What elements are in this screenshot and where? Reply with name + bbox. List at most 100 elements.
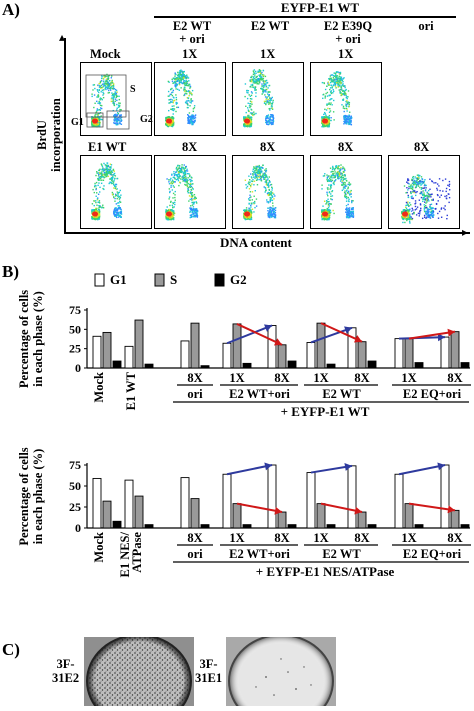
top-bar-s-1 xyxy=(134,319,144,369)
bottom-g1-arrow-2-head xyxy=(437,462,445,471)
bottom-bar-s-0 xyxy=(102,500,112,529)
top-g1-arrow-2 xyxy=(398,336,446,340)
top-bar-g1-5 xyxy=(306,342,316,369)
top-bar-g1-7 xyxy=(394,338,404,369)
bottom-group-2-count-8x: 8X xyxy=(447,531,462,545)
col-header-4: ori xyxy=(418,19,434,33)
legend-swatch-g1 xyxy=(94,273,105,287)
panel-a-letter: A) xyxy=(2,0,20,19)
top-bar-g2-0 xyxy=(112,360,122,369)
top-bar-s-0 xyxy=(102,331,112,369)
bottom-tick-label-50: 50 xyxy=(69,479,81,493)
bottom-s-arrow-1-head xyxy=(354,506,362,515)
bottom-group-2-count-1x: 1X xyxy=(401,531,416,545)
bottom-g1-arrow-1-head xyxy=(344,463,352,471)
bottom-bar-g2-7 xyxy=(414,524,424,529)
col-header-1: E2 WT + ori xyxy=(172,19,212,46)
top-s-arrow-1-head xyxy=(353,335,362,343)
top-s-arrow-1 xyxy=(320,322,363,343)
flow-x-axis-line xyxy=(64,232,470,234)
bottom-s-arrow-0-head xyxy=(274,506,282,515)
bottom-y-title-line-2: in each phase (%) xyxy=(31,449,45,545)
bottom-bar-g1-0 xyxy=(92,477,102,529)
bottom-bar-g2-0 xyxy=(112,520,122,529)
bottom-g1-arrow-0 xyxy=(226,464,273,476)
bottom-bar-g2-6 xyxy=(367,524,377,529)
top-bar-g2-8 xyxy=(460,362,470,369)
top-group-1-count-1x: 1X xyxy=(313,371,328,385)
bottom-group-0-label: E2 WT+ori xyxy=(229,547,290,561)
flow-y-axis-label: BrdU incorporation xyxy=(35,98,63,172)
bottom-bar-s-2 xyxy=(190,498,200,529)
flow-plot-r1c3 xyxy=(310,62,382,136)
legend-label-s: S xyxy=(170,272,177,287)
top-tick-label-50: 50 xyxy=(69,322,81,336)
bottom-footer: + EYFP-E1 NES/ATPase xyxy=(256,564,395,579)
top-group-0-count-1x: 1X xyxy=(229,371,244,385)
top-s-arrow-0 xyxy=(236,323,283,346)
dish-label-left: 3F- 31E2 xyxy=(52,657,80,685)
bottom-group-1-label: E2 WT xyxy=(322,547,361,561)
top-bar-g2-1 xyxy=(144,363,154,369)
top-bar-s-8 xyxy=(450,331,460,369)
bottom-bar-g1-6 xyxy=(347,465,357,529)
col-header-3: E2 E39Q + ori xyxy=(323,19,373,46)
flow-plot-r2c1 xyxy=(154,155,226,229)
top-bar-g2-6 xyxy=(367,360,377,369)
flow-plot-r2c2 xyxy=(232,155,304,229)
legend-swatch-g2 xyxy=(214,273,225,287)
top-bar-g2-7 xyxy=(414,362,424,369)
legend-swatch-s xyxy=(154,273,165,287)
bottom-bar-s-4 xyxy=(277,511,287,529)
flow-x-axis-label: DNA content xyxy=(220,235,292,250)
bottom-bar-s-5 xyxy=(316,503,326,529)
top-bar-s-6 xyxy=(357,341,367,369)
bottom-g1-arrow-0-head xyxy=(264,462,272,471)
top-y-title-line-1: Percentage of cells xyxy=(17,290,31,388)
group-header-line xyxy=(154,16,456,18)
bottom-single-label-1-0: E1 NES/ xyxy=(118,531,132,577)
top-bar-g1-0 xyxy=(92,335,102,369)
top-g1-arrow-0-head xyxy=(264,324,272,332)
bottom-bar-g2-2 xyxy=(200,524,210,529)
legend-label-g2: G2 xyxy=(230,272,247,287)
top-bar-g2-2 xyxy=(200,365,210,369)
bottom-bar-g1-3 xyxy=(222,473,232,529)
dish-label-right: 3F- 31E1 xyxy=(195,657,223,685)
bottom-bar-g2-1 xyxy=(144,524,154,529)
top-group-2-count-1x: 1X xyxy=(401,371,416,385)
row1-label-3: 1X xyxy=(338,47,354,61)
flow-plot-mock xyxy=(80,62,152,136)
bottom-single-label-0-0: Mock xyxy=(92,532,106,563)
top-group-1-label: E2 WT xyxy=(322,387,361,401)
bottom-bar-s-6 xyxy=(357,511,367,529)
petri-dish-left xyxy=(84,634,194,711)
bottom-bar-g2-3 xyxy=(242,524,252,529)
flow-plot-e1wt xyxy=(80,155,152,229)
bottom-s-arrow-2 xyxy=(408,502,456,512)
top-s-arrow-0-head xyxy=(273,338,282,346)
top-s-arrow-2 xyxy=(408,330,456,340)
top-bar-s-3 xyxy=(232,323,242,369)
bottom-bar-g2-4 xyxy=(287,524,297,529)
top-bar-g2-4 xyxy=(287,360,297,369)
top-tick-label-75: 75 xyxy=(69,303,81,317)
top-bar-g2-3 xyxy=(242,362,252,369)
top-s-arrow-2-head xyxy=(447,328,455,337)
top-bar-g1-1 xyxy=(124,345,134,369)
bottom-ori-count: 8X xyxy=(187,531,202,545)
bottom-group-0-count-8x: 8X xyxy=(274,531,289,545)
row2-label-4: 8X xyxy=(414,140,430,154)
top-g1-arrow-1-head xyxy=(344,326,352,334)
bottom-ori-label: ori xyxy=(187,547,203,561)
flow-plot-r1c1 xyxy=(154,62,226,136)
flow-y-axis-line xyxy=(64,38,66,233)
panel-c-letter: C) xyxy=(2,640,20,659)
top-bar-g1-4 xyxy=(267,325,277,369)
top-ori-count: 8X xyxy=(187,371,202,385)
bottom-tick-label-0: 0 xyxy=(75,521,81,535)
top-bar-s-2 xyxy=(190,322,200,369)
top-bar-s-7 xyxy=(404,338,414,369)
bottom-bar-g1-7 xyxy=(394,473,404,529)
panel-b-letter: B) xyxy=(2,262,19,281)
